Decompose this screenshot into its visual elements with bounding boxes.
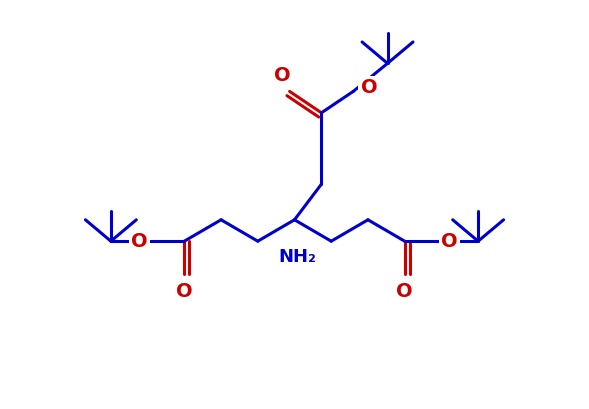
Text: O: O: [360, 78, 377, 97]
Text: NH₂: NH₂: [278, 248, 316, 266]
Text: O: O: [131, 231, 148, 251]
Text: O: O: [396, 282, 413, 301]
Text: O: O: [176, 282, 193, 301]
Text: O: O: [441, 231, 458, 251]
Text: O: O: [274, 66, 290, 85]
